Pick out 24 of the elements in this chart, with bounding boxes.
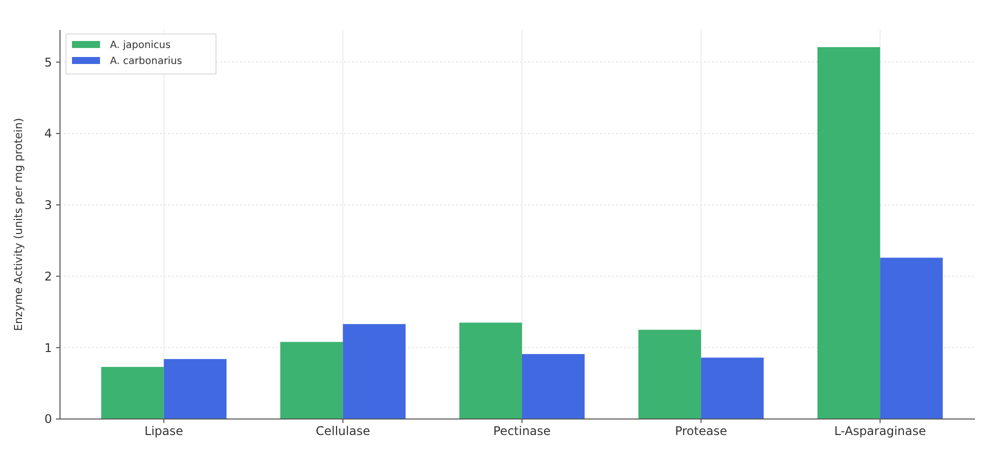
x-tick-label: Pectinase — [493, 424, 551, 438]
y-tick-label: 2 — [44, 269, 52, 284]
bar — [880, 258, 943, 419]
bar — [701, 358, 764, 419]
bar — [522, 354, 585, 419]
bar — [164, 359, 227, 419]
y-axis-title: Enzyme Activity (units per mg protein) — [12, 118, 25, 332]
bar — [459, 322, 522, 419]
x-tick-label: Protease — [674, 424, 728, 438]
legend-label: A. carbonarius — [110, 56, 182, 67]
y-tick-label: 5 — [44, 55, 52, 70]
x-tick-label: L-Asparaginase — [834, 424, 926, 438]
bar — [101, 366, 164, 419]
bar — [638, 330, 702, 419]
x-tick-label: Cellulase — [316, 424, 370, 438]
y-tick-label: 4 — [44, 126, 52, 141]
legend-label: A. japonicus — [110, 40, 171, 51]
bar — [280, 342, 343, 419]
bar — [817, 47, 880, 419]
bar — [342, 324, 406, 419]
y-tick-label: 0 — [44, 412, 52, 426]
y-tick-label: 1 — [44, 340, 52, 355]
x-tick-label: Lipase — [144, 424, 184, 438]
y-tick-label: 3 — [44, 198, 52, 212]
